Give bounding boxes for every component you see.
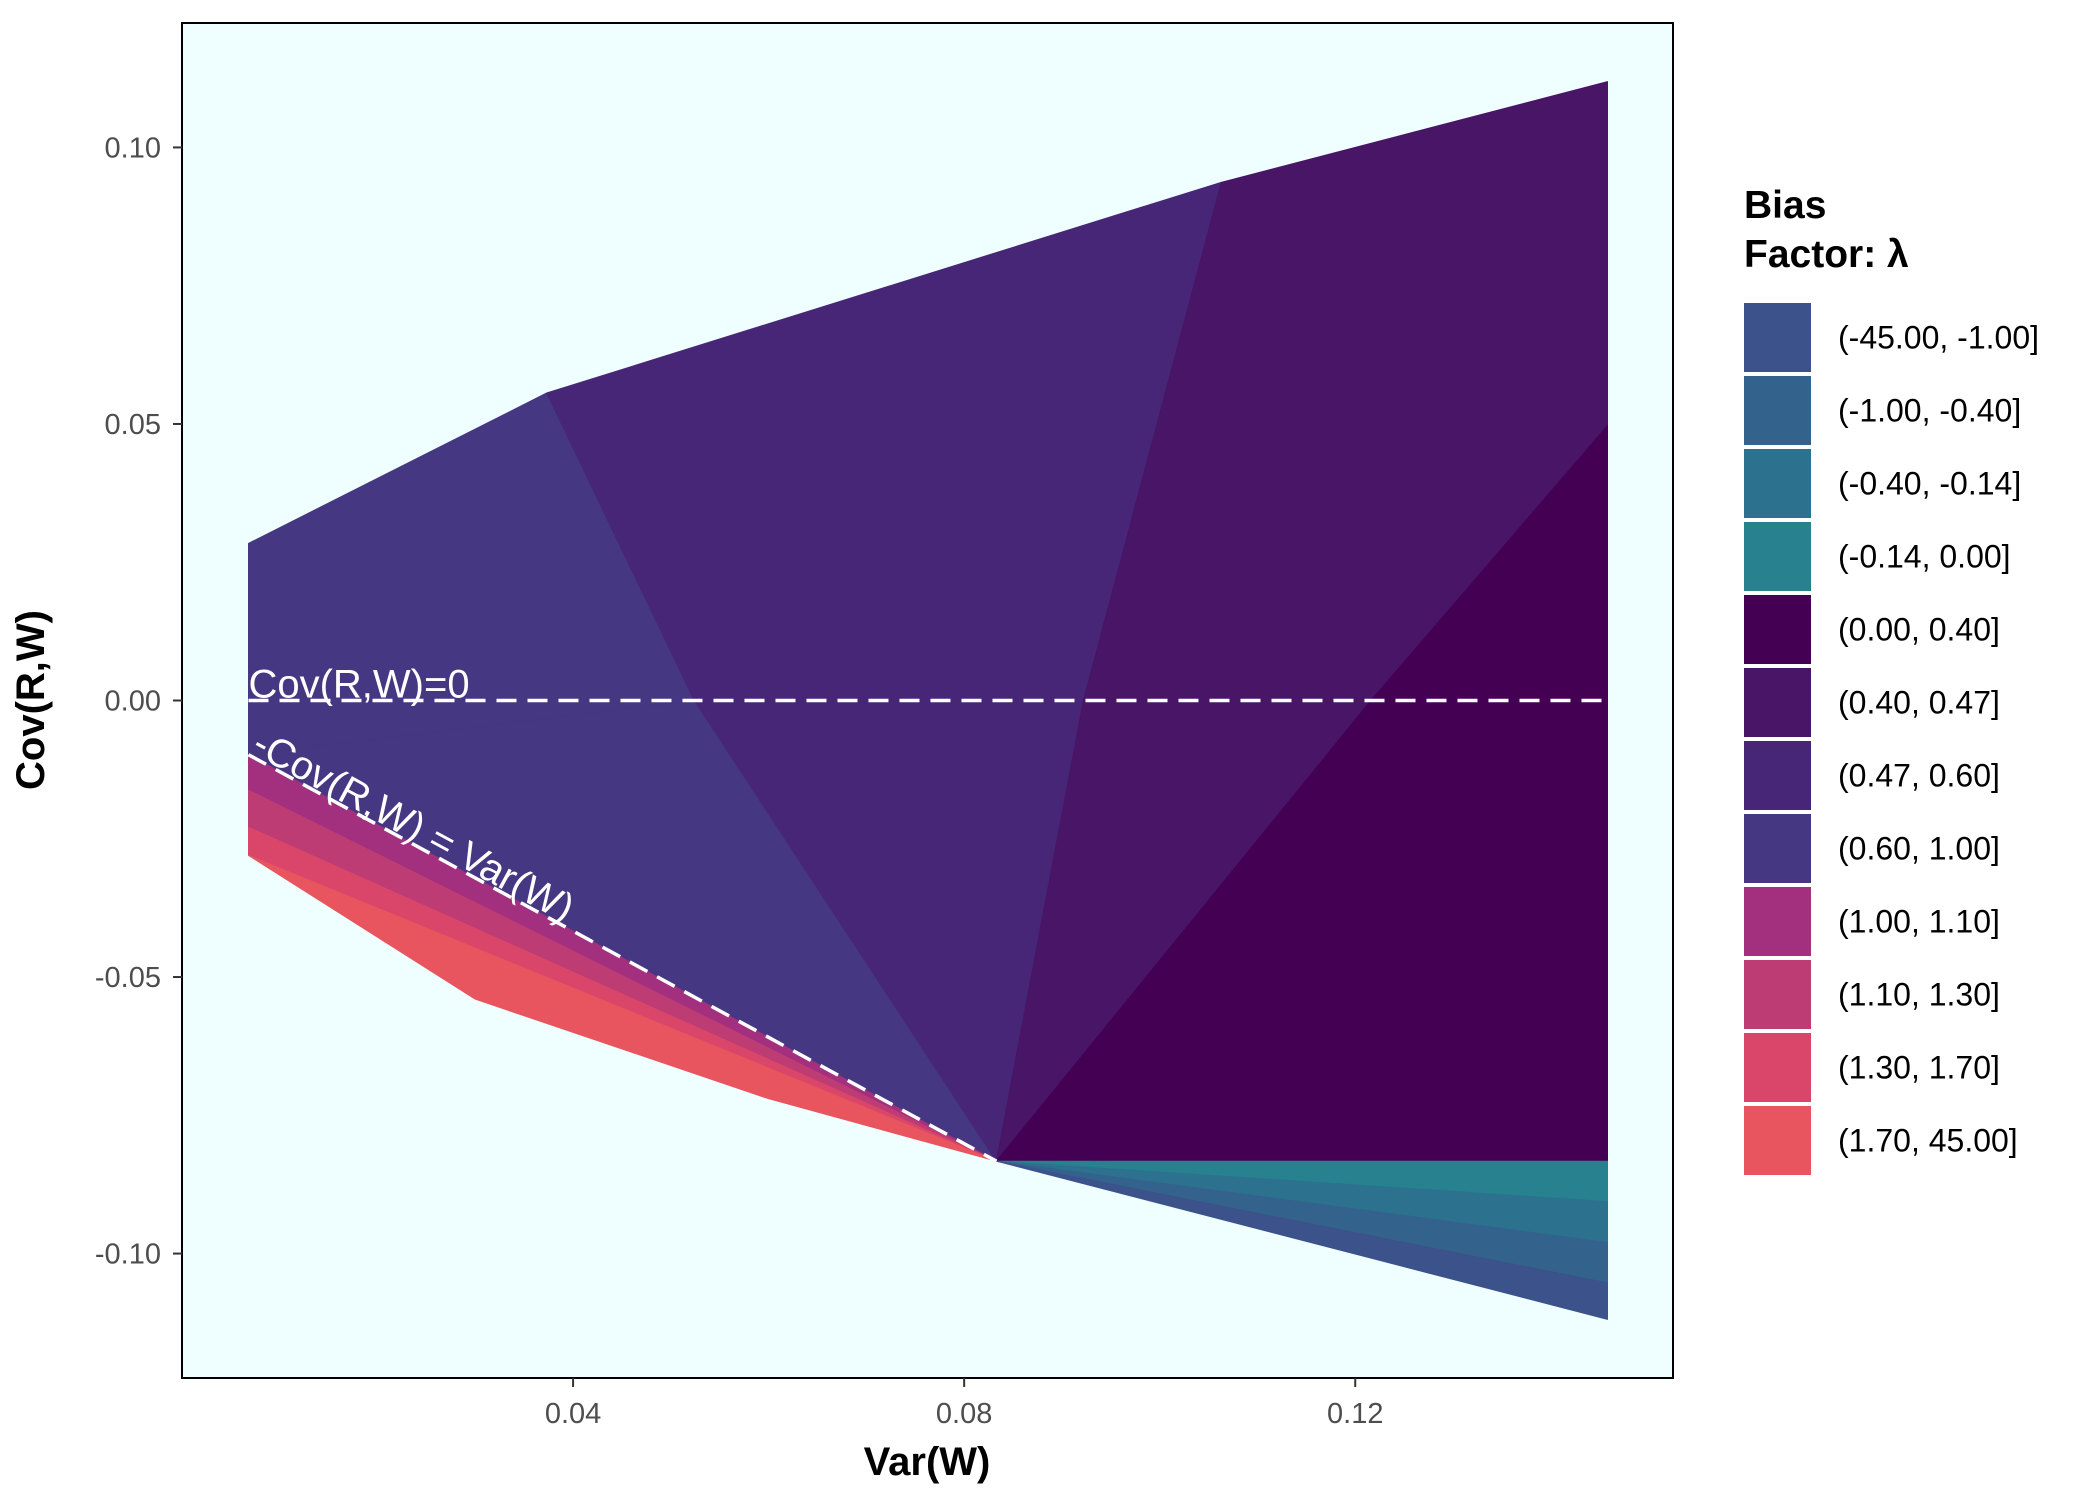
annotation-zero-line: Cov(R,W)=0 (248, 663, 469, 707)
legend-label: (-0.40, -0.14] (1838, 466, 2021, 502)
legend-label: (1.10, 1.30] (1838, 977, 2000, 1013)
y-tick-label: -0.05 (95, 962, 161, 994)
region-8 (995, 1160, 1608, 1320)
y-tick-label: 0.05 (105, 409, 161, 441)
legend-key (1744, 376, 1811, 445)
x-tick-label: 0.08 (936, 1398, 992, 1430)
x-tick-label: 0.12 (1327, 1398, 1383, 1430)
region-12 (248, 854, 997, 1162)
legend-label: (-1.00, -0.40] (1838, 393, 2021, 429)
legend-label: (0.60, 1.00] (1838, 831, 2000, 867)
legend-label: (-45.00, -1.00] (1838, 320, 2039, 356)
legend-key (1744, 449, 1811, 518)
legend-label: (-0.14, 0.00] (1838, 539, 2011, 575)
legend-key (1744, 1033, 1811, 1102)
legend-label: (0.40, 0.47] (1838, 685, 2000, 721)
legend-key (1744, 741, 1811, 810)
legend-key (1744, 522, 1811, 591)
legend-key (1744, 814, 1811, 883)
reference-line-1 (247, 753, 998, 1163)
legend-key (1744, 595, 1811, 664)
legend: Bias Factor: λ (-45.00, -1.00] (-1.00, -0… (1744, 184, 2039, 1175)
legend-key (1744, 303, 1811, 372)
legend-label: (1.30, 1.70] (1838, 1050, 2000, 1086)
reference-lines (247, 698, 1608, 1163)
legend-title-line1: Bias (1744, 184, 1826, 227)
legend-title-line2: Factor: λ (1744, 233, 1909, 276)
y-tick-label: 0.10 (105, 132, 161, 164)
y-tick-label: -0.10 (95, 1239, 161, 1271)
legend-label: (0.00, 0.40] (1838, 612, 2000, 648)
legend-label: (1.70, 45.00] (1838, 1123, 2018, 1159)
legend-key (1744, 1106, 1811, 1175)
legend-label: (1.00, 1.10] (1838, 904, 2000, 940)
legend-items: (-45.00, -1.00] (-1.00, -0.40] (-0.40, -0.… (1744, 303, 2039, 1175)
legend-key (1744, 960, 1811, 1029)
x-tick-label: 0.04 (545, 1398, 601, 1430)
x-axis-title: Var(W) (864, 1440, 991, 1484)
y-axis: -0.10 -0.05 0.00 0.05 0.10 (95, 132, 182, 1271)
y-axis-title: Cov(R,W) (9, 610, 53, 790)
legend-key (1744, 887, 1811, 956)
legend-key (1744, 668, 1811, 737)
filled-regions (248, 81, 1608, 1320)
x-axis: 0.04 0.08 0.12 (545, 1378, 1383, 1430)
legend-label: (0.47, 0.60] (1838, 758, 2000, 794)
y-tick-label: 0.00 (105, 686, 161, 718)
